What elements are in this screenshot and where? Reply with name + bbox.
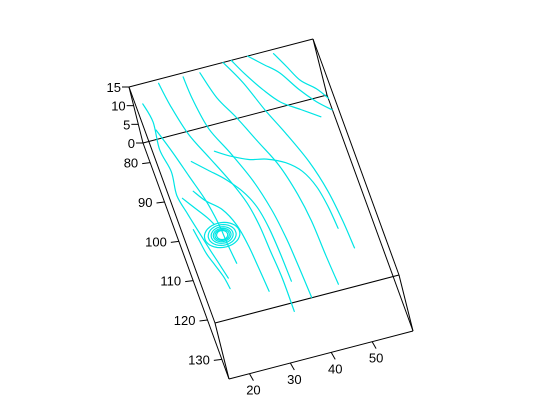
- vortex-ring-3: [210, 226, 234, 244]
- streamline-12: [192, 190, 270, 292]
- vortex-ring-5: [214, 229, 230, 241]
- z-tick-label: 10: [111, 99, 125, 114]
- x-tick: [330, 352, 336, 360]
- vortex-ring-4: [212, 227, 232, 243]
- y-tick-label: 130: [188, 352, 210, 367]
- axis-tick-labels: 80 90 100 110 120 130 20 30 40 50 0 5 10 15: [107, 80, 384, 398]
- streamline-13: [181, 197, 215, 226]
- vortex-ring-2: [207, 224, 237, 246]
- y-tick: [185, 280, 194, 283]
- z-tick-label: 0: [128, 136, 135, 151]
- y-tick-label: 80: [124, 156, 138, 171]
- box-frame: [128, 38, 414, 380]
- x-tick-label: 50: [369, 351, 383, 366]
- x-tick-label: 40: [328, 361, 342, 376]
- box-edge: [142, 94, 328, 144]
- streamline-8: [247, 55, 333, 111]
- box-edge: [128, 86, 144, 144]
- axis-ticks: [122, 86, 377, 381]
- x-tick: [249, 373, 254, 381]
- box-edge: [142, 142, 230, 380]
- streamline-3: [158, 82, 295, 312]
- streamline-10: [213, 150, 339, 229]
- box-edge: [398, 274, 414, 332]
- y-tick-label: 100: [145, 234, 167, 249]
- y-tick: [156, 201, 165, 204]
- vortex-ring-1: [203, 221, 241, 249]
- box-edge: [128, 86, 216, 324]
- y-tick: [142, 162, 151, 165]
- vortex-coil: [203, 221, 241, 249]
- y-tick: [199, 319, 208, 322]
- box-edge: [326, 94, 414, 332]
- streamline-7: [230, 59, 322, 118]
- y-tick-label: 110: [160, 274, 181, 289]
- y-tick-label: 90: [138, 195, 152, 210]
- z-tick-label: 15: [107, 80, 121, 95]
- vortex-ring-6: [216, 229, 229, 241]
- box-edge: [214, 274, 400, 324]
- x-tick: [289, 362, 295, 371]
- box-edge: [312, 38, 328, 96]
- streamline-4: [182, 76, 313, 299]
- y-tick: [213, 358, 222, 361]
- x-tick-label: 20: [246, 383, 260, 398]
- x-tick: [371, 341, 377, 349]
- z-tick-label: 5: [123, 117, 130, 132]
- streamline-9: [272, 53, 329, 99]
- streamline-5: [199, 72, 339, 285]
- y-tick: [170, 240, 179, 243]
- streamline-1: [142, 103, 229, 279]
- box-edge: [214, 322, 230, 380]
- box-edge: [312, 38, 400, 276]
- box-edge: [228, 330, 414, 380]
- streamline-11: [190, 160, 292, 282]
- streamline-14: [192, 229, 231, 290]
- y-tick-label: 120: [174, 313, 196, 328]
- streamline-6: [222, 61, 356, 249]
- box-edge: [128, 38, 314, 88]
- x-tick-label: 30: [287, 372, 301, 387]
